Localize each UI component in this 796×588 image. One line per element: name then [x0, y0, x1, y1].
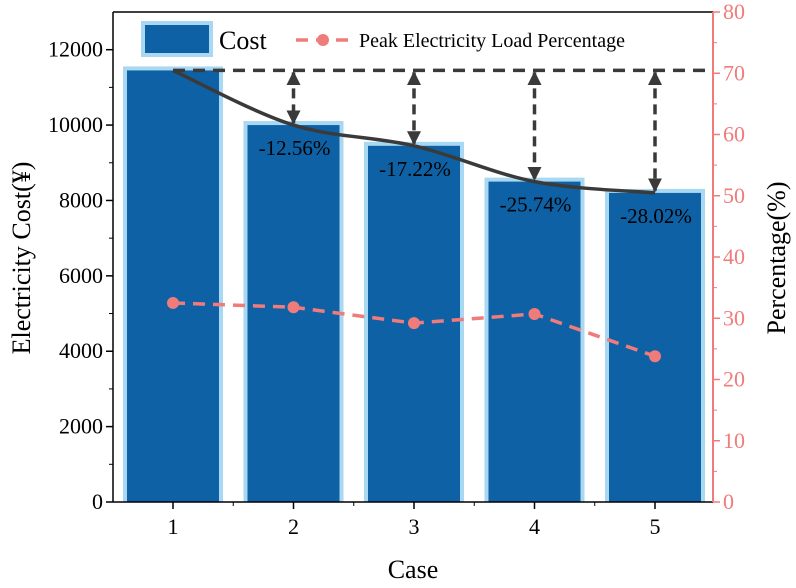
- bar: [488, 181, 581, 502]
- y2-tick-label: 0: [723, 489, 734, 514]
- legend-label-peak-load: Peak Electricity Load Percentage: [359, 30, 625, 52]
- reduction-label: -12.56%: [259, 136, 331, 160]
- y2-tick-label: 50: [723, 183, 745, 208]
- y-tick-label: 4000: [59, 338, 103, 363]
- y-axis-label: Electricity Cost(¥): [7, 162, 36, 355]
- y2-tick-label: 40: [723, 244, 745, 269]
- y2-tick-label: 20: [723, 367, 745, 392]
- reduction-label: -25.74%: [500, 193, 572, 217]
- y2-tick-label: 70: [723, 60, 745, 85]
- legend-label-cost: Cost: [219, 26, 267, 55]
- peak-load-point: [287, 301, 300, 314]
- y-tick-label: 2000: [59, 414, 103, 439]
- peak-load-point: [408, 317, 420, 330]
- y-tick-label: 12000: [48, 37, 103, 62]
- peak-load-point: [649, 350, 661, 363]
- legend-bar-swatch: [145, 25, 209, 53]
- reduction-label: -17.22%: [379, 157, 451, 181]
- reduction-label: -28.02%: [620, 204, 692, 228]
- y2-tick-label: 10: [723, 428, 745, 453]
- y2-tick-label: 30: [723, 305, 745, 330]
- cost-trend-line: [172, 68, 656, 195]
- legend-line-marker: [317, 34, 329, 46]
- x-tick-label: 5: [650, 514, 661, 539]
- y-tick-label: 10000: [48, 112, 103, 137]
- x-tick-label: 1: [168, 514, 179, 539]
- y2-tick-label: 80: [723, 0, 745, 24]
- x-axis-label: Case: [388, 555, 439, 584]
- bar: [609, 192, 701, 502]
- peak-load-point: [528, 307, 541, 320]
- y-tick-label: 0: [92, 489, 103, 514]
- y-tick-label: 8000: [59, 187, 103, 212]
- y2-axis-label: Percentage(%): [762, 181, 791, 334]
- x-tick-label: 4: [529, 514, 540, 539]
- bar: [127, 70, 219, 502]
- x-tick-label: 2: [288, 514, 299, 539]
- y-tick-label: 6000: [59, 263, 103, 288]
- y2-tick-label: 60: [723, 122, 745, 147]
- x-tick-label: 3: [409, 514, 420, 539]
- peak-load-point: [167, 296, 179, 309]
- bar: [247, 125, 340, 503]
